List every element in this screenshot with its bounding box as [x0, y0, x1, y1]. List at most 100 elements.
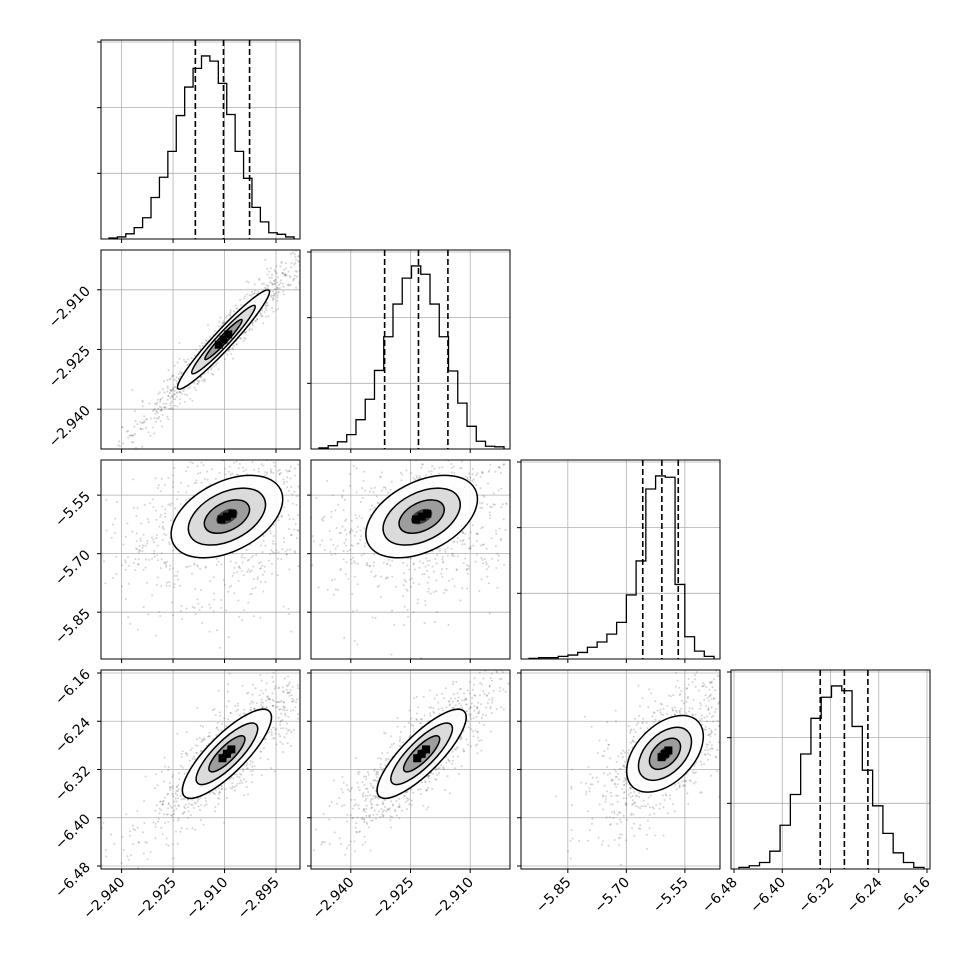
scatter-point [365, 778, 368, 781]
scatter-point [127, 436, 130, 439]
scatter-point [235, 561, 238, 564]
scatter-point [241, 554, 244, 557]
scatter-point [369, 814, 372, 816]
scatter-point [88, 582, 90, 584]
scatter-point [451, 707, 454, 710]
scatter-point [440, 707, 443, 710]
scatter-point [151, 594, 154, 597]
scatter-point [220, 788, 223, 790]
scatter-point [305, 523, 307, 525]
scatter-point [214, 789, 217, 792]
scatter-point [302, 712, 304, 714]
scatter-point [515, 507, 517, 509]
scatter-point [622, 780, 625, 783]
scatter-point [182, 811, 185, 814]
scatter-point [111, 576, 114, 579]
scatter-point [430, 473, 433, 476]
histogram-step [318, 265, 505, 449]
scatter-point [417, 706, 420, 709]
scatter-point [166, 398, 169, 401]
scatter-point [384, 577, 387, 580]
scatter-point [235, 342, 238, 345]
scatter-point [228, 465, 231, 468]
scatter-point [166, 793, 169, 796]
scatter-point [302, 441, 304, 443]
scatter-point [158, 525, 161, 528]
scatter-point [398, 803, 401, 806]
scatter-point [465, 568, 468, 571]
scatter-point [281, 708, 284, 711]
scatter-point [335, 527, 338, 529]
scatter-point [234, 304, 237, 307]
scatter-point [178, 778, 181, 781]
scatter-point [487, 470, 490, 473]
scatter-point [274, 278, 277, 281]
panel-frame [100, 459, 301, 660]
scatter-point [366, 822, 368, 825]
scatter-point [284, 706, 287, 709]
scatter-point [253, 765, 256, 767]
scatter-point [258, 883, 260, 885]
scatter-point [345, 533, 348, 536]
histogram-panel-3: −6.48 −6.40 −6.32 −6.24 −6.16 [699, 669, 934, 916]
scatter-point [174, 797, 177, 800]
scatter-point [154, 837, 157, 840]
scatter-point [222, 322, 225, 325]
scatter-point [271, 705, 274, 707]
scatter-point [156, 544, 159, 547]
scatter-point [175, 785, 178, 788]
scatter-point [452, 465, 455, 468]
scatter-point [139, 427, 142, 430]
scatter-point [355, 822, 358, 825]
scatter-point [267, 285, 270, 288]
scatter-point [462, 532, 465, 535]
scatter-point [450, 547, 453, 550]
scatter-point [295, 258, 297, 261]
scatter-point [425, 552, 428, 555]
scatter-point [221, 723, 224, 725]
scatter-point [412, 791, 415, 794]
scatter-point [295, 286, 298, 289]
scatter-point [303, 262, 305, 264]
scatter-point [249, 708, 252, 711]
scatter-point [435, 694, 438, 697]
scatter-point [403, 795, 406, 797]
scatter-point [268, 697, 271, 700]
scatter-point [167, 418, 170, 421]
scatter-point [289, 252, 292, 255]
scatter-point [410, 788, 413, 791]
scatter-point [273, 465, 276, 468]
scatter-point [456, 700, 459, 702]
scatter-point [390, 480, 393, 483]
scatter-point [297, 463, 299, 466]
scatter-point [476, 743, 479, 746]
scatter-point [264, 471, 267, 474]
scatter-point [468, 547, 470, 550]
scatter-point [199, 796, 202, 799]
scatter-point [206, 478, 209, 481]
scatter-point [476, 553, 478, 556]
scatter-point [205, 340, 208, 343]
scatter-point [231, 782, 234, 785]
scatter-point [438, 767, 441, 770]
scatter-point [230, 584, 233, 587]
scatter-point [398, 745, 401, 748]
scatter-point [245, 331, 248, 334]
scatter-point [352, 610, 355, 613]
scatter-point [253, 292, 256, 295]
scatter-point [252, 770, 254, 772]
scatter-point [147, 521, 150, 524]
scatter-point [204, 342, 207, 345]
scatter-point [363, 775, 365, 778]
scatter-point [175, 376, 178, 379]
scatter-point [279, 708, 282, 711]
scatter-point [70, 587, 72, 589]
scatter-point [292, 279, 295, 282]
scatter-point [180, 481, 183, 484]
scatter-point [172, 474, 175, 477]
scatter-point [472, 735, 475, 738]
scatter-point [376, 813, 378, 816]
scatter-point [176, 786, 178, 789]
scatter-point [148, 558, 151, 561]
scatter-point [203, 804, 206, 807]
